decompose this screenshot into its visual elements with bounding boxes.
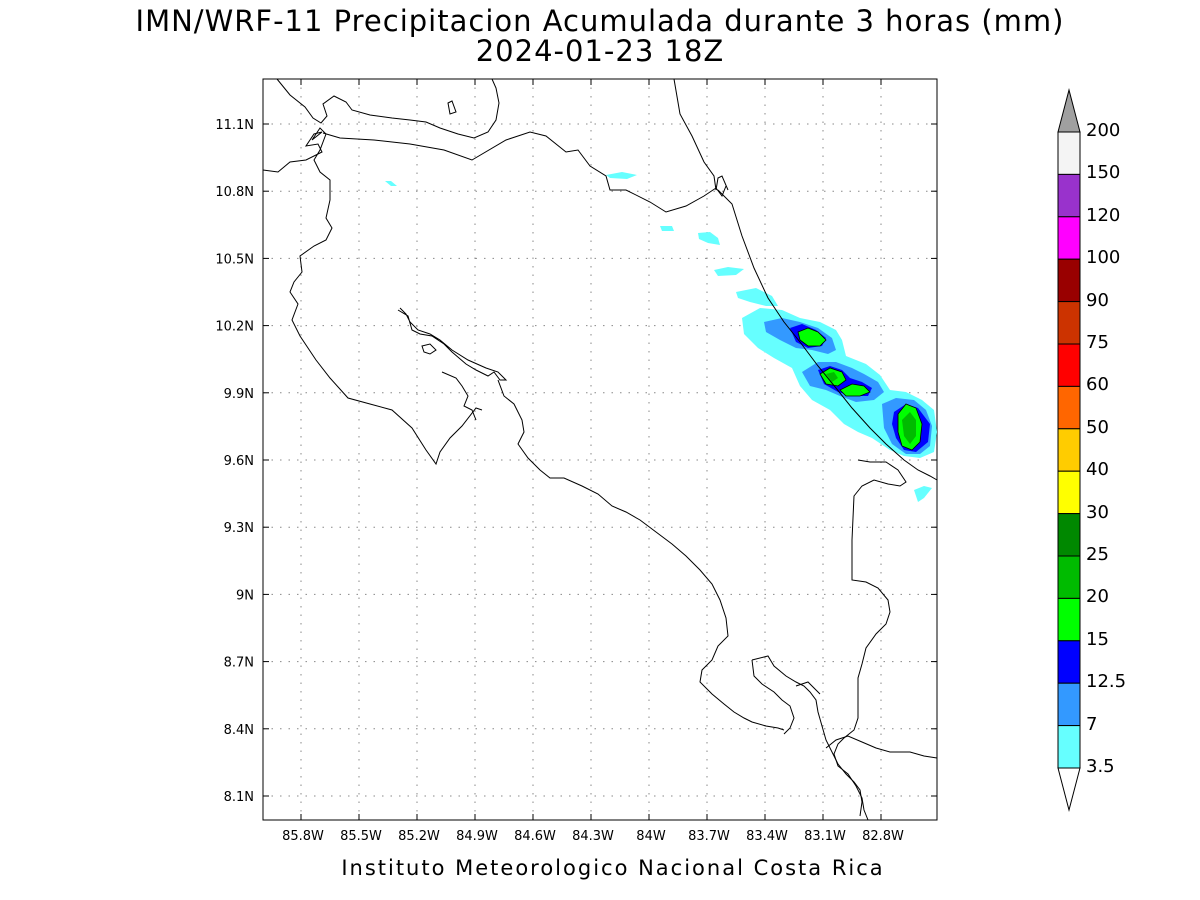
osa-peninsula [751,655,863,817]
lat-tick-label: 9.3N [224,521,254,536]
colorbar-label: 75 [1086,332,1109,353]
lat-tick-label: 8.4N [224,723,254,738]
colorbar-label: 3.5 [1086,756,1115,777]
lon-tick-label: 84.6W [514,829,556,844]
lon-tick-label: 85.5W [340,829,382,844]
pacific-coast-central [497,379,785,731]
lat-tick-label: 8.7N [224,656,254,671]
golfo-dulce [751,659,795,735]
northern-shore [276,78,500,139]
lon-tick-label: 85.2W [398,829,440,844]
lat-tick-label: 10.5N [215,252,254,267]
gulf-of-nicoya [397,307,508,381]
lon-tick-label: 83.7W [688,829,730,844]
pacific-coast-north [262,127,483,466]
lat-tick-label: 10.2N [215,320,254,335]
lon-tick-label: 85.8W [282,829,324,844]
map-ticks: 85.8W 85.5W 85.2W 84.9W 84.6W 84.3W 84W 83.7W 83… [215,79,937,844]
precipitation-field [385,172,937,502]
colorbar-label: 40 [1086,459,1109,481]
lon-tick-label: 83.4W [746,829,788,844]
precip-3-5mm [385,172,937,502]
map-subtitle: 2024-01-23 18Z [475,34,725,68]
lake-island [447,100,457,115]
lon-tick-label: 84W [636,829,666,844]
colorbar-label: 7 [1086,713,1098,735]
colorbar-label: 25 [1086,544,1109,565]
nicaragua-caribbean-coast [673,78,729,191]
precip-20mm [826,372,916,444]
colorbar-label: 30 [1086,501,1109,523]
colorbar-label: 12.5 [1086,671,1127,693]
colorbar-label: 90 [1086,289,1109,311]
map-grid [263,79,937,820]
lat-tick-label: 10.8N [215,185,254,200]
colorbar-label: 15 [1086,628,1109,650]
lon-tick-label: 83.1W [804,829,846,844]
panama-pacific-coast [825,735,938,759]
colorbar-label: 60 [1086,374,1109,396]
colorbar-label: 200 [1086,120,1121,141]
map-frame [262,78,938,821]
panama-border [833,459,907,821]
lat-tick-label: 9.9N [224,387,254,402]
colorbar-label: 120 [1086,204,1121,226]
punta-burica [795,681,821,695]
lon-tick-label: 84.3W [572,829,614,844]
lon-tick-label: 82.8W [862,829,904,844]
chira-island [421,343,437,355]
northern-border [322,131,727,213]
lon-tick-label: 84.9W [456,829,498,844]
colorbar-label: 100 [1086,247,1121,269]
coastline [262,78,938,821]
lat-tick-label: 8.1N [224,790,254,805]
colorbar-label: 150 [1086,162,1121,184]
caribbean-coast [717,189,938,481]
map-title: IMN/WRF-11 Precipitacion Acumulada duran… [135,4,1065,38]
lat-tick-label: 9.6N [224,454,254,469]
colorbar-label: 20 [1086,586,1109,608]
colorbar-label: 50 [1086,416,1109,438]
lat-tick-label: 11.1N [215,118,254,133]
lat-tick-label: 9N [236,588,254,603]
gulf-shore [441,371,477,421]
footer-credit: Instituto Meteorologico Nacional Costa R… [341,856,885,880]
